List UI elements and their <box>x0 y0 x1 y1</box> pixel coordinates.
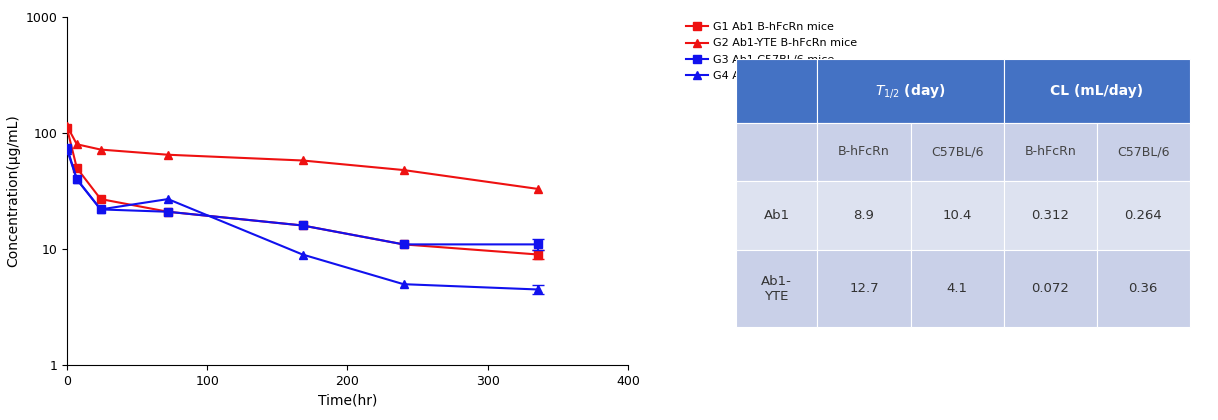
G3 Ab1 C57BL/6 mice <box>396 242 410 247</box>
G1 Ab1 B-hFcRn mice <box>94 197 108 202</box>
G3 Ab1 C57BL/6 mice <box>69 177 84 182</box>
G1 Ab1 B-hFcRn mice <box>295 223 309 228</box>
Bar <box>736 123 817 181</box>
G2 Ab1-YTE B-hFcRn mice <box>69 142 84 147</box>
Text: B-hFcRn: B-hFcRn <box>1024 145 1075 158</box>
G4 Ab1-YTE C57BL/6 mice <box>69 177 84 182</box>
Bar <box>736 59 817 123</box>
G1 Ab1 B-hFcRn mice <box>69 165 84 171</box>
G2 Ab1-YTE B-hFcRn mice <box>396 168 410 173</box>
G2 Ab1-YTE B-hFcRn mice <box>531 186 546 192</box>
Bar <box>736 181 817 250</box>
Bar <box>1004 123 1096 181</box>
G2 Ab1-YTE B-hFcRn mice <box>161 152 175 157</box>
Text: 4.1: 4.1 <box>946 282 967 295</box>
Text: 0.312: 0.312 <box>1032 209 1069 222</box>
Text: C57BL/6: C57BL/6 <box>931 145 983 158</box>
Bar <box>1096 250 1190 327</box>
G2 Ab1-YTE B-hFcRn mice <box>94 147 108 152</box>
G2 Ab1-YTE B-hFcRn mice <box>295 158 309 163</box>
Text: 0.36: 0.36 <box>1129 282 1158 295</box>
Text: 8.9: 8.9 <box>854 209 875 222</box>
Text: Ab1-
YTE: Ab1- YTE <box>761 275 792 303</box>
Bar <box>1004 181 1096 250</box>
Bar <box>1096 181 1190 250</box>
Bar <box>817 123 911 181</box>
Bar <box>911 181 1004 250</box>
G1 Ab1 B-hFcRn mice <box>396 242 410 247</box>
G4 Ab1-YTE C57BL/6 mice <box>60 147 74 152</box>
Text: 0.072: 0.072 <box>1032 282 1069 295</box>
Text: 0.264: 0.264 <box>1124 209 1162 222</box>
G4 Ab1-YTE C57BL/6 mice <box>161 197 175 202</box>
G3 Ab1 C57BL/6 mice <box>531 242 546 247</box>
Bar <box>1004 250 1096 327</box>
G4 Ab1-YTE C57BL/6 mice <box>396 282 410 287</box>
Text: 12.7: 12.7 <box>849 282 879 295</box>
G2 Ab1-YTE B-hFcRn mice <box>60 123 74 129</box>
Line: G4 Ab1-YTE C57BL/6 mice: G4 Ab1-YTE C57BL/6 mice <box>63 145 542 294</box>
Bar <box>1004 59 1190 123</box>
G1 Ab1 B-hFcRn mice <box>531 252 546 257</box>
Text: $T_{1/2}$ (day): $T_{1/2}$ (day) <box>876 82 946 100</box>
Bar <box>1096 123 1190 181</box>
Bar <box>817 181 911 250</box>
G4 Ab1-YTE C57BL/6 mice <box>531 287 546 292</box>
Text: CL (mL/day): CL (mL/day) <box>1050 84 1144 98</box>
G1 Ab1 B-hFcRn mice <box>161 209 175 214</box>
Line: G2 Ab1-YTE B-hFcRn mice: G2 Ab1-YTE B-hFcRn mice <box>63 122 542 193</box>
Line: G3 Ab1 C57BL/6 mice: G3 Ab1 C57BL/6 mice <box>63 143 542 249</box>
G1 Ab1 B-hFcRn mice <box>60 126 74 131</box>
Bar <box>817 59 1004 123</box>
Bar <box>911 123 1004 181</box>
G3 Ab1 C57BL/6 mice <box>94 207 108 212</box>
Text: 10.4: 10.4 <box>943 209 972 222</box>
G3 Ab1 C57BL/6 mice <box>161 209 175 214</box>
G4 Ab1-YTE C57BL/6 mice <box>295 252 309 257</box>
Bar <box>911 250 1004 327</box>
Bar <box>736 250 817 327</box>
X-axis label: Time(hr): Time(hr) <box>318 394 378 408</box>
Bar <box>817 250 911 327</box>
G3 Ab1 C57BL/6 mice <box>60 145 74 150</box>
Text: Ab1: Ab1 <box>764 209 789 222</box>
Y-axis label: Concentration(μg/mL): Concentration(μg/mL) <box>6 115 19 268</box>
G3 Ab1 C57BL/6 mice <box>295 223 309 228</box>
Line: G1 Ab1 B-hFcRn mice: G1 Ab1 B-hFcRn mice <box>63 124 542 259</box>
Text: C57BL/6: C57BL/6 <box>1117 145 1169 158</box>
Legend: G1 Ab1 B-hFcRn mice, G2 Ab1-YTE B-hFcRn mice, G3 Ab1 C57BL/6 mice, G4 Ab1-YTE C5: G1 Ab1 B-hFcRn mice, G2 Ab1-YTE B-hFcRn … <box>686 22 857 81</box>
G4 Ab1-YTE C57BL/6 mice <box>94 207 108 212</box>
Text: B-hFcRn: B-hFcRn <box>838 145 890 158</box>
